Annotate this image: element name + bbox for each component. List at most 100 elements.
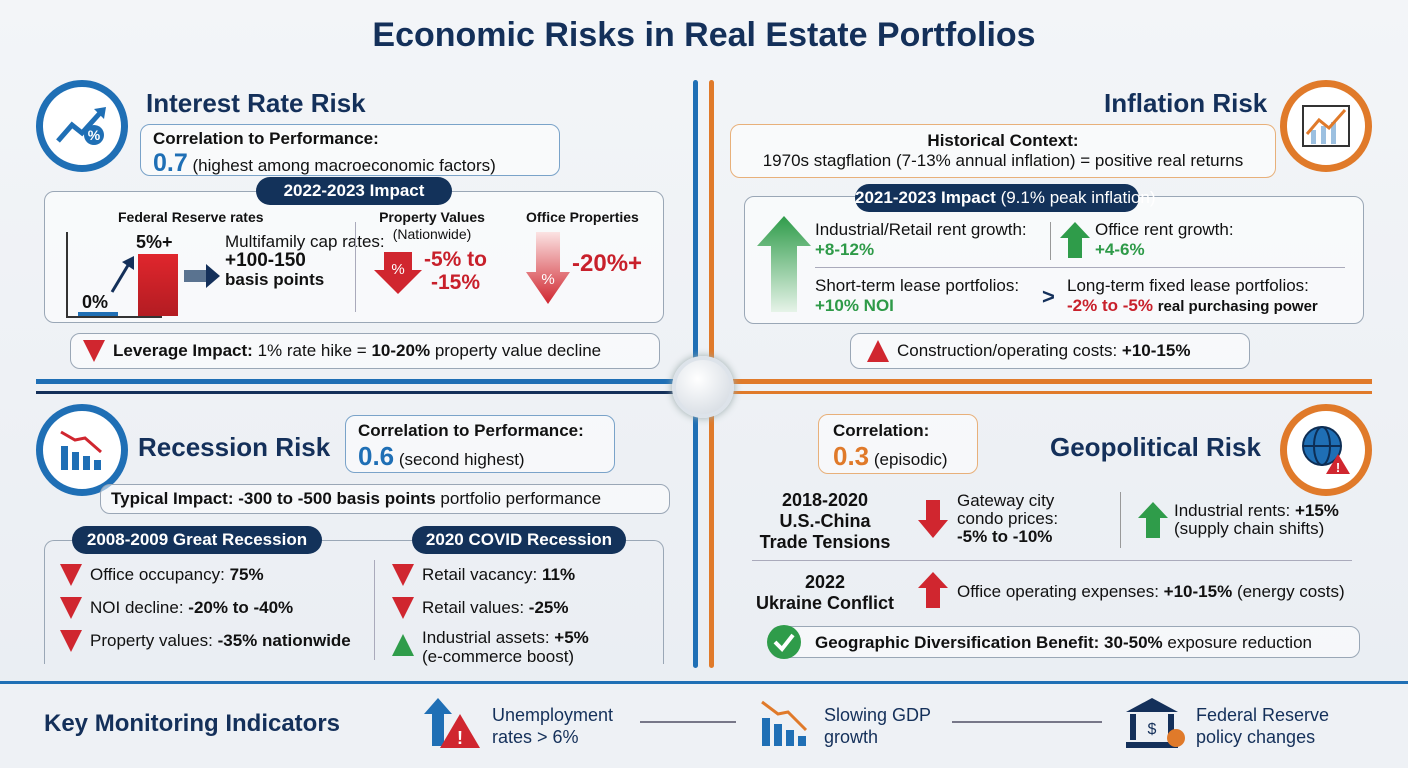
pv-value2: -15% (430, 271, 481, 294)
inflation-icon-circle (1280, 80, 1372, 172)
cap-unit: basis points (225, 270, 325, 289)
ev1-year: 2018-2020 (781, 490, 869, 510)
down-arrow-icon (83, 340, 105, 362)
diversification-box: Geographic Diversification Benefit: 30-5… (770, 626, 1360, 658)
item-value: 75% (229, 565, 264, 584)
cap-value: +100-150 (225, 250, 306, 271)
typ-bold: -300 to -500 basis points (238, 489, 436, 508)
item-label: Retail values: (422, 598, 525, 617)
pv-label: Property Values (379, 209, 485, 225)
divider (752, 560, 1352, 561)
indicator-3: Federal Reserve policy changes (1196, 704, 1329, 748)
ev2-year: 2022 (804, 572, 846, 592)
leverage-mid: 1% rate hike = (257, 341, 367, 360)
up-arrow-icon (918, 572, 948, 608)
l1: Unemployment (492, 705, 614, 725)
item-label: NOI decline: (90, 598, 184, 617)
cap-label: Multifamily cap rates: (225, 232, 385, 251)
globe-warning-icon: ! (1302, 426, 1350, 475)
svg-text:%: % (88, 127, 101, 143)
arrow-up-icon (110, 256, 134, 293)
geo-correlation-box: Correlation: 0.3 (episodic) (818, 414, 978, 474)
l2: policy changes (1196, 727, 1316, 747)
unemployment-warning-icon: ! (424, 698, 480, 748)
corr-label: Correlation to Performance: (358, 421, 584, 440)
declining-gdp-icon (761, 700, 808, 746)
inflation-title: Inflation Risk (1104, 88, 1268, 118)
pv-value1: -5% to (424, 248, 487, 271)
declining-bars-icon (60, 430, 102, 470)
covid-item: Retail values: -25% (392, 597, 568, 619)
cost-label: Construction/operating costs: (897, 341, 1118, 360)
b2: (supply chain shifts) (1174, 519, 1325, 538)
typ-label: Typical Impact: (111, 489, 234, 508)
bar-0 (78, 312, 118, 316)
page-title: Economic Risks in Real Estate Portfolios (372, 16, 1036, 54)
typ-rest: portfolio performance (440, 489, 602, 508)
divider (355, 222, 356, 312)
recession-icon-circle (36, 404, 128, 496)
cost-box: Construction/operating costs: +10-15% (850, 333, 1250, 369)
typical-impact-box: Typical Impact: -300 to -500 basis point… (100, 484, 670, 514)
l1: Federal Reserve (1196, 705, 1330, 725)
item-value: -25% (528, 598, 569, 617)
corr-value: 0.7 (153, 149, 188, 177)
ind-label: Industrial/Retail rent growth: (815, 220, 1027, 239)
svg-text:$: $ (1148, 721, 1157, 738)
chart-percent-icon: % (56, 107, 106, 145)
corr-label: Correlation: (833, 421, 930, 440)
divider (1050, 222, 1051, 260)
long-label: Long-term fixed lease portfolios: (1067, 276, 1309, 295)
a3: -5% to -10% (957, 527, 1053, 546)
great-recession-pill: 2008-2009 Great Recession (72, 526, 322, 554)
long-value: -2% to -5% (1067, 296, 1153, 315)
leverage-label: Leverage Impact: (113, 341, 253, 360)
inflation-impact-box (744, 196, 1364, 324)
long-term: Long-term fixed lease portfolios: -2% to … (1067, 276, 1318, 317)
corr-value: 0.3 (833, 441, 870, 471)
divider (815, 267, 1345, 268)
covid-item: Industrial assets: +5% (e-commerce boost) (392, 628, 589, 666)
l2: rates > 6% (492, 727, 579, 747)
item-label: Industrial assets: (422, 628, 550, 647)
ind-value: +8-12% (815, 240, 875, 259)
gr-item: NOI decline: -20% to -40% (60, 597, 293, 619)
office-label: Office rent growth: (1095, 220, 1234, 239)
historical-box: Historical Context: 1970s stagflation (7… (730, 124, 1276, 178)
item-value: -35% nationwide (217, 631, 351, 650)
divider (374, 560, 375, 660)
indicator-1: Unemployment rates > 6% (492, 704, 613, 748)
greater-than: > (1042, 284, 1055, 309)
corr-note: (highest among macroeconomic factors) (192, 156, 496, 175)
up-arrow-icon (1138, 502, 1168, 538)
l2: growth (824, 727, 879, 747)
item-note: (e-commerce boost) (422, 647, 575, 666)
percent-down-arrow-icon: % (374, 252, 422, 294)
rising-chart-icon (1302, 105, 1350, 147)
div-rest: exposure reduction (1167, 633, 1312, 652)
connector (952, 721, 1102, 723)
connector (640, 721, 736, 723)
b1v: +15% (1294, 501, 1339, 520)
leverage-box: Leverage Impact: 1% rate hike = 10-20% p… (70, 333, 660, 369)
l1: Slowing GDP (824, 705, 932, 725)
indicator-2: Slowing GDP growth (824, 704, 931, 748)
short-value: +10% NOI (815, 296, 894, 315)
item-value: -20% to -40% (188, 598, 294, 617)
divider (1120, 492, 1121, 548)
pv-sub: (Nationwide) (392, 226, 472, 242)
ev2-name: Ukraine Conflict (755, 593, 895, 613)
cost-value: +10-15% (1121, 341, 1191, 360)
long-rest: real purchasing power (1157, 298, 1318, 315)
horizontal-divider-blue2 (36, 391, 696, 394)
ev1-name2: Trade Tensions (759, 532, 891, 552)
svg-text:%: % (391, 261, 404, 278)
interest-correlation-box: Correlation to Performance: 0.7 (highest… (140, 124, 560, 177)
item-value: +5% (554, 628, 589, 647)
down-arrow-icon (60, 564, 82, 586)
gr-item: Property values: -35% nationwide (60, 630, 351, 652)
geo-title: Geopolitical Risk (1050, 432, 1261, 462)
arrow-right-icon (184, 264, 220, 288)
event2-label: 2022 Ukraine Conflict (752, 572, 898, 614)
hist-label: Historical Context: (927, 131, 1079, 150)
